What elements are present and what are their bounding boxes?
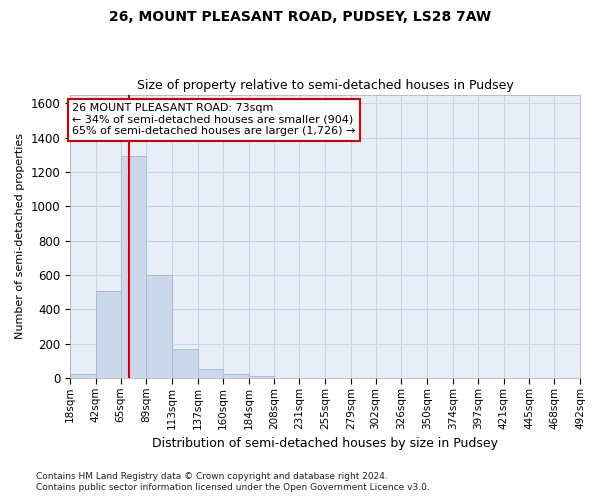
Title: Size of property relative to semi-detached houses in Pudsey: Size of property relative to semi-detach… bbox=[137, 79, 514, 92]
Bar bbox=[146, 275, 172, 378]
Bar bbox=[96, 290, 121, 378]
X-axis label: Distribution of semi-detached houses by size in Pudsey: Distribution of semi-detached houses by … bbox=[152, 437, 498, 450]
Bar bbox=[198, 369, 223, 378]
Bar bbox=[121, 156, 146, 378]
Text: 26, MOUNT PLEASANT ROAD, PUDSEY, LS28 7AW: 26, MOUNT PLEASANT ROAD, PUDSEY, LS28 7A… bbox=[109, 10, 491, 24]
Bar bbox=[172, 349, 198, 378]
Text: 26 MOUNT PLEASANT ROAD: 73sqm
← 34% of semi-detached houses are smaller (904)
65: 26 MOUNT PLEASANT ROAD: 73sqm ← 34% of s… bbox=[72, 103, 356, 136]
Text: Contains HM Land Registry data © Crown copyright and database right 2024.
Contai: Contains HM Land Registry data © Crown c… bbox=[36, 472, 430, 492]
Bar bbox=[248, 376, 274, 378]
Bar bbox=[70, 374, 96, 378]
Bar bbox=[223, 374, 248, 378]
Y-axis label: Number of semi-detached properties: Number of semi-detached properties bbox=[15, 134, 25, 340]
